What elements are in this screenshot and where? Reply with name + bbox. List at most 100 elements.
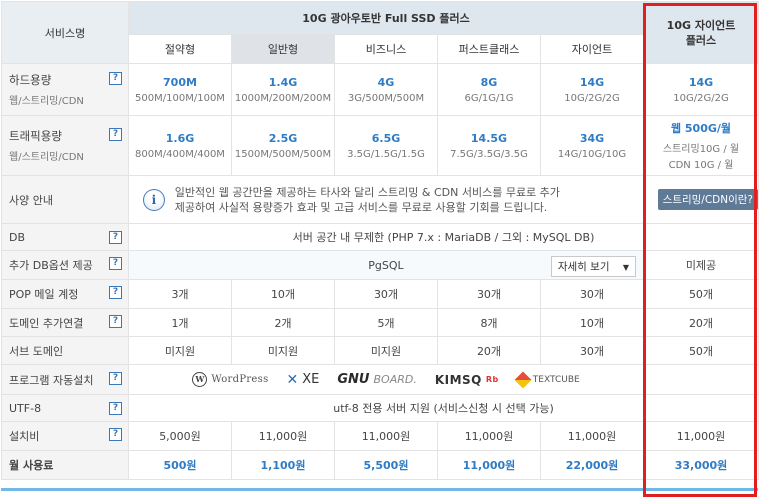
disk-cell: 14G 10G/2G/2G [540,63,644,116]
row-label-traffic: ? 트래픽용량 웹/스트리밍/CDN [1,115,129,176]
traffic-cell: 1.6G 800M/400M/400M [128,115,232,176]
help-icon[interactable]: ? [109,230,122,244]
table-row-domain: ? 도메인 추가연결 1개 2개 5개 8개 10개 20개 [1,308,759,337]
textcube-logo: TEXTCUBE [514,371,580,388]
help-icon[interactable]: ? [109,314,122,328]
spec-note-cell: i 일반적인 웹 공간만을 제공하는 타사와 달리 스트리밍 & CDN 서비스… [128,175,759,224]
table-row-spec: 사양 안내 i 일반적인 웹 공간만을 제공하는 타사와 달리 스트리밍 & C… [1,175,759,224]
db-option-client: 미제공 [643,250,759,280]
bottom-accent-bar [1,488,758,491]
wordpress-logo: W WordPress [192,372,268,387]
row-label-monthly-fee: 월 사용료 [1,450,129,480]
row-label-spec: 사양 안내 [1,175,129,224]
price-cell: 1,100원 [231,450,335,480]
table-cell: 11,000원 [334,421,438,451]
table-cell: 2개 [231,308,335,337]
traffic-cell: 6.5G 3.5G/1.5G/1.5G [334,115,438,176]
db-value: 서버 공간 내 무제한 (PHP 7.x : MariaDB / 그외 : My… [128,223,759,251]
row-label-subdomain: 서브 도메인 [1,336,129,365]
table-cell: 11,000원 [540,421,644,451]
traffic-cell: 14.5G 7.5G/3.5G/3.5G [437,115,541,176]
table-cell: 10개 [540,308,644,337]
help-icon[interactable]: ? [109,401,122,415]
traffic-cell-client: 웹 500G/월 스트리밍10G / 월 CDN 10G / 월 [643,115,759,176]
table-row-db-option: ? 추가 DB옵션 제공 PgSQL 자세히 보기 ▼ 미제공 [1,250,759,280]
tab-plan-business[interactable]: 비즈니스 [334,34,438,64]
table-row-disk: ? 하드용량 웹/스트리밍/CDN 700M 500M/100M/100M 1.4… [1,63,759,116]
table-row-traffic: ? 트래픽용량 웹/스트리밍/CDN 1.6G 800M/400M/400M 2.… [1,115,759,176]
client-plan-title-line2: 플러스 [685,33,717,47]
row-label-db: ? DB [1,223,129,251]
price-cell-client: 33,000원 [643,450,759,480]
price-cell: 22,000원 [540,450,644,480]
tab-plan-giant[interactable]: 자이언트 [540,34,644,64]
tab-plan-standard[interactable]: 일반형 [231,34,335,64]
table-cell: 미지원 [334,336,438,365]
spec-note-text: 일반적인 웹 공간만을 제공하는 타사와 달리 스트리밍 & CDN 서비스를 … [174,185,560,214]
table-cell: 30개 [437,279,541,309]
help-icon[interactable]: ? [109,257,122,270]
plan-comparison-table: 서비스명 10G 광아우토반 Full SSD 플러스 10G 자이언트 플러스… [1,1,759,480]
xe-icon: ✕ [286,371,299,388]
service-name-header: 서비스명 [1,1,129,64]
table-row-monthly-fee: 월 사용료 500원 1,100원 5,500원 11,000원 22,000원… [1,450,759,480]
table-cell: 11,000원 [231,421,335,451]
table-cell: 30개 [334,279,438,309]
utf8-value: utf-8 전용 서버 지원 (서비스신청 시 선택 가능) [128,394,759,422]
help-icon[interactable]: ? [109,72,122,85]
disk-cell-client: 14G 10G/2G/2G [643,63,759,116]
autoinstall-client [643,364,759,395]
table-cell: 20개 [437,336,541,365]
row-label-pop: ? POP 메일 계정 [1,279,129,309]
traffic-cell: 2.5G 1500M/500M/500M [231,115,335,176]
disk-cell: 8G 6G/1G/1G [437,63,541,116]
help-icon[interactable]: ? [109,371,122,385]
chevron-down-icon: ▼ [622,263,629,272]
help-icon[interactable]: ? [109,428,122,441]
help-icon[interactable]: ? [109,286,122,299]
table-row-setup-fee: ? 설치비 5,000원 11,000원 11,000원 11,000원 11,… [1,421,759,451]
textcube-icon [514,371,532,388]
table-cell: 30개 [540,336,644,365]
plan-group-title: 10G 광아우토반 Full SSD 플러스 [128,1,644,35]
xe-logo: ✕ XE [286,371,320,388]
table-cell: 50개 [643,336,759,365]
disk-cell: 4G 3G/500M/500M [334,63,438,116]
table-cell: 5개 [334,308,438,337]
table-cell: 미지원 [231,336,335,365]
table-row-pop: ? POP 메일 계정 3개 10개 30개 30개 30개 50개 [1,279,759,309]
client-plan-title-line1: 10G 자이언트 [666,18,736,32]
gnuboard-logo: GNU BOARD. [337,372,417,387]
table-cell: 미지원 [128,336,232,365]
row-label-domain: ? 도메인 추가연결 [1,308,129,337]
table-cell: 5,000원 [128,421,232,451]
client-plan-header: 10G 자이언트 플러스 [643,1,759,64]
table-cell: 20개 [643,308,759,337]
table-cell: 11,000원 [643,421,759,451]
table-cell: 3개 [128,279,232,309]
streaming-cdn-info-button[interactable]: 스트리밍/CDN이란? [657,189,758,210]
row-label-utf8: ? UTF-8 [1,394,129,422]
help-icon[interactable]: ? [109,128,122,141]
traffic-cell: 34G 14G/10G/10G [540,115,644,176]
tab-plan-saving[interactable]: 절약형 [128,34,232,64]
price-cell: 11,000원 [437,450,541,480]
table-cell: 1개 [128,308,232,337]
row-label-db-option: ? 추가 DB옵션 제공 [1,250,129,280]
table-cell: 8개 [437,308,541,337]
row-label-autoinstall: ? 프로그램 자동설치 [1,364,129,395]
table-row-utf8: ? UTF-8 utf-8 전용 서버 지원 (서비스신청 시 선택 가능) [1,394,759,422]
autoinstall-logos: W WordPress ✕ XE GNU BOARD. KIMSQ Rb TEXTC… [128,364,644,395]
detail-view-select[interactable]: 자세히 보기 ▼ [550,256,636,277]
table-row-db: ? DB 서버 공간 내 무제한 (PHP 7.x : MariaDB / 그외… [1,223,759,251]
table-cell: 11,000원 [437,421,541,451]
db-option-value: PgSQL [368,258,404,272]
table-row-subdomain: 서브 도메인 미지원 미지원 미지원 20개 30개 50개 [1,336,759,365]
table-row-autoinstall: ? 프로그램 자동설치 W WordPress ✕ XE GNU BOARD. K… [1,364,759,395]
tab-plan-firstclass[interactable]: 퍼스트클래스 [437,34,541,64]
db-option-cell: PgSQL 자세히 보기 ▼ [128,250,644,280]
price-cell: 500원 [128,450,232,480]
table-cell: 50개 [643,279,759,309]
disk-cell: 700M 500M/100M/100M [128,63,232,116]
row-label-setup-fee: ? 설치비 [1,421,129,451]
